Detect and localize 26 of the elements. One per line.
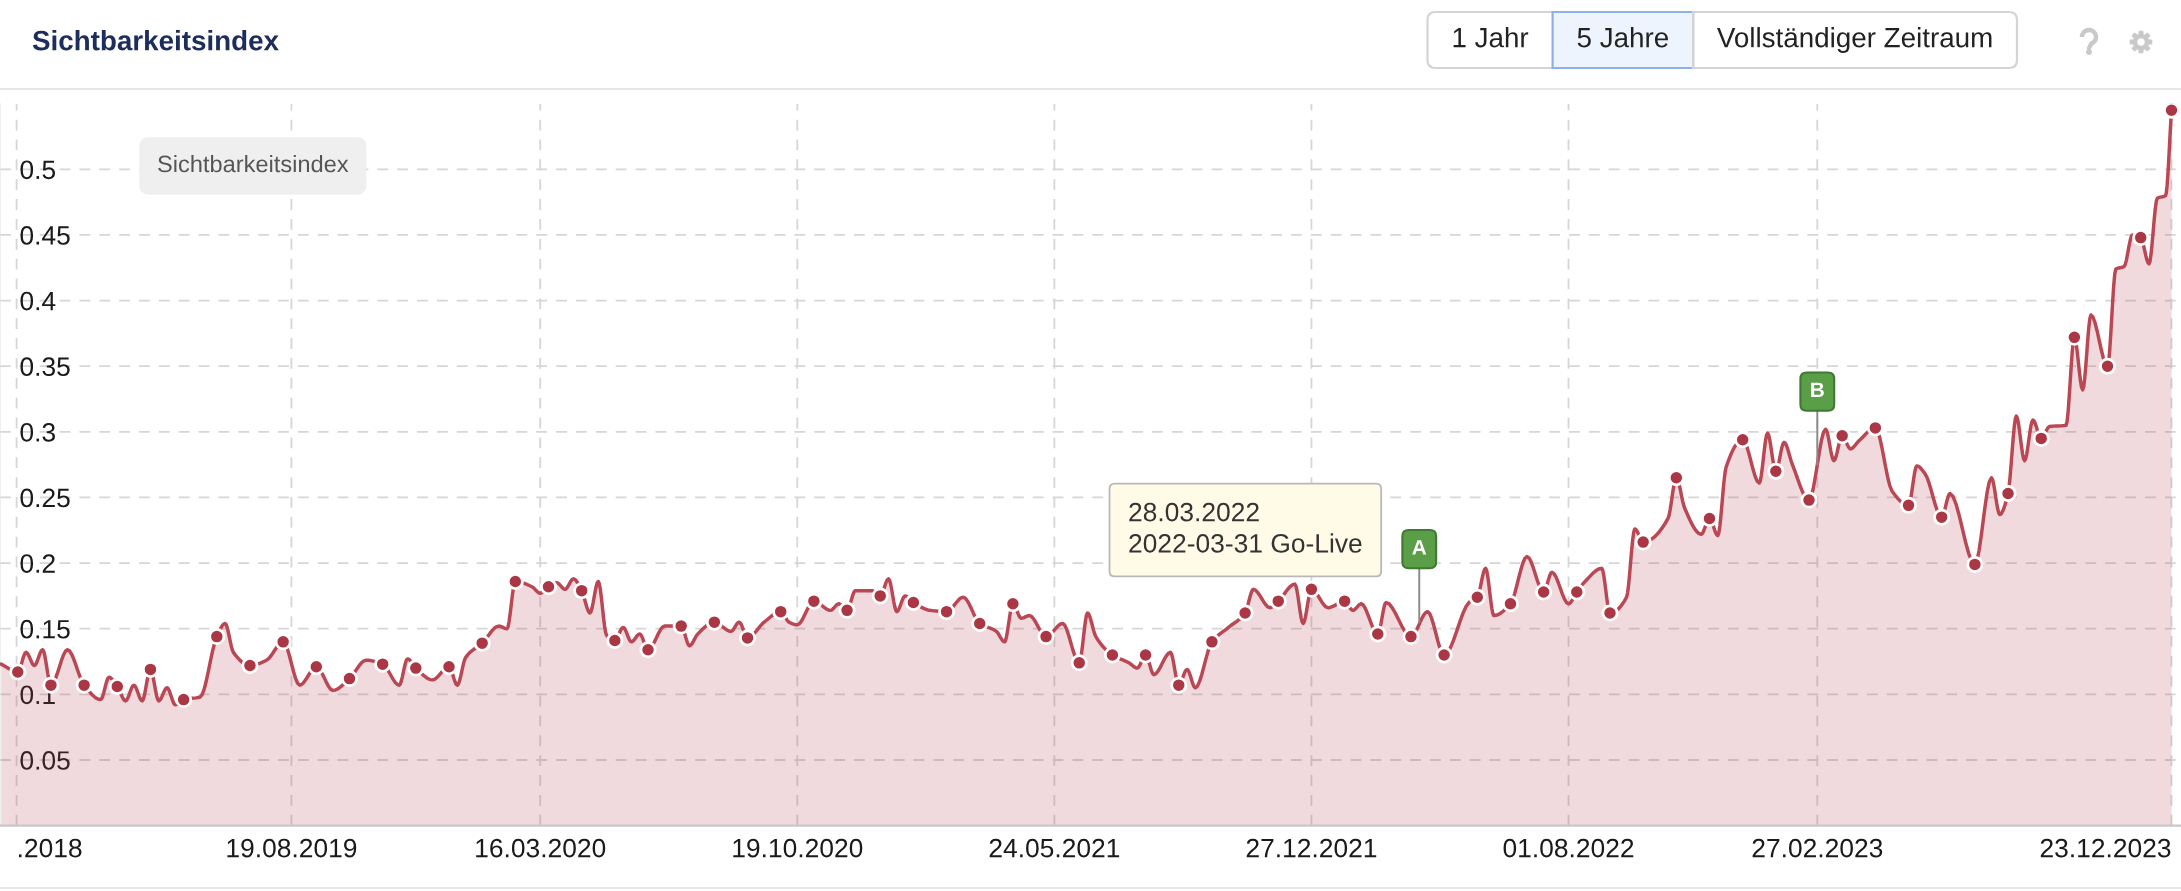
annotation: A <box>1412 540 1427 555</box>
y-tick-label: 0.25 <box>20 488 70 508</box>
text: 1 Jahr <box>1453 27 1529 48</box>
annotation: Sichtbarkeitsindex <box>158 154 349 173</box>
x-tick-label: 19.08.2019 <box>227 838 357 858</box>
x-tick-label: 19.10.2020 <box>733 838 863 858</box>
y-tick-label: 0.05 <box>20 751 70 770</box>
chart-title: Sichtbarkeitsindex <box>32 30 279 51</box>
text: 5 Jahre <box>1577 27 1668 48</box>
y-tick-label: 0.4 <box>20 291 56 311</box>
x-tick-label: .2018 <box>18 838 82 858</box>
x-tick-label: 01.08.2022 <box>1503 838 1634 858</box>
y-tick-label: 0.35 <box>20 357 70 377</box>
text: Vollständiger Zeitraum <box>1717 27 1992 53</box>
y-tick-label: 0.3 <box>20 422 55 442</box>
y-tick-label: 0.5 <box>20 160 56 180</box>
x-tick-label: 24.05.2021 <box>989 838 1120 858</box>
y-tick-label: 0.2 <box>20 554 55 573</box>
y-tick-label: 0.15 <box>20 619 70 639</box>
x-tick-label: 23.12.2023 <box>2040 838 2171 858</box>
x-tick-label: 27.12.2021 <box>1246 838 1377 858</box>
annotation: 28.03.2022 2022-03-31 Go-Live <box>1129 502 1362 553</box>
annotation: B <box>1811 382 1824 398</box>
y-tick-label: 0.45 <box>20 226 70 245</box>
x-tick-label: 16.03.2020 <box>476 838 606 858</box>
x-tick-label: 27.02.2023 <box>1752 838 1883 858</box>
